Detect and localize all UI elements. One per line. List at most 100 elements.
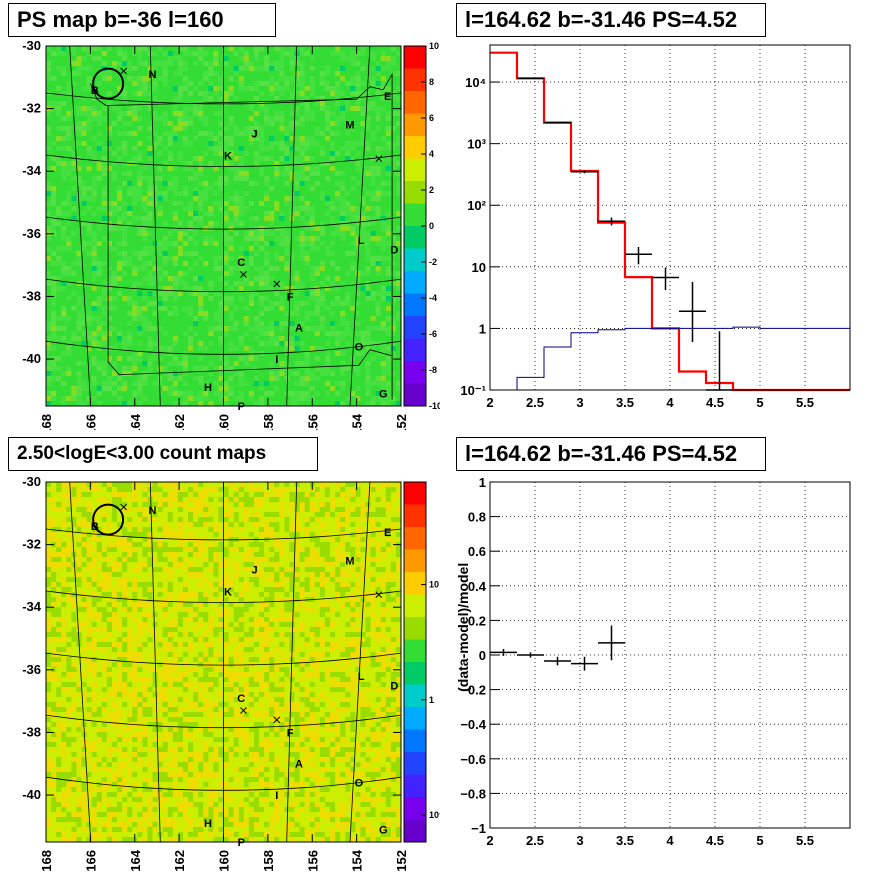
colorbar-segment xyxy=(404,504,426,528)
x-tick-label: 2 xyxy=(486,395,493,410)
x-tick-label: 152 xyxy=(394,850,409,872)
colorbar-tick-label: 10⁻¹ xyxy=(429,810,440,820)
source-label: L xyxy=(358,671,365,683)
colorbar-tick-label: 0 xyxy=(429,221,434,231)
colorbar-segment xyxy=(404,383,426,407)
colorbar-segment xyxy=(404,482,426,505)
grid-longitude-line xyxy=(286,481,298,843)
y-tick-label: -30 xyxy=(22,474,41,489)
source-label: B xyxy=(91,521,99,533)
source-label: K xyxy=(224,151,232,163)
cross-marker xyxy=(120,67,128,75)
ps-map-chart: N B E M J K L D C F A O I H G P 168 166 164 162 160 158 156 154… xyxy=(22,38,440,430)
colorbar-segment xyxy=(404,271,426,294)
count-map-chart: N B E M J K L D C F A O I H G P 168 166 164 162 160 158 156 154… xyxy=(22,474,440,872)
source-label: J xyxy=(252,129,258,141)
colorbar-segment xyxy=(404,572,426,595)
colorbar-segment xyxy=(404,181,426,204)
x-tick-label: 160 xyxy=(217,414,232,430)
y-tick-label: -30 xyxy=(22,38,41,53)
source-label: D xyxy=(390,680,398,692)
y-tick-label: 10 xyxy=(472,260,486,275)
grid-longitude-line xyxy=(286,45,298,407)
x-tick-label: 158 xyxy=(261,850,276,872)
colorbar-tick-label: 10 xyxy=(429,580,439,590)
colorbar-segment xyxy=(404,729,426,753)
y-tick-label: −0.8 xyxy=(460,786,486,801)
colorbar-tick-label: -10 xyxy=(429,401,440,411)
source-label: H xyxy=(204,818,212,830)
source-label: N xyxy=(149,505,157,517)
x-tick-label: 4.5 xyxy=(706,395,724,410)
y-axis-label: (data-model)/model xyxy=(455,563,471,692)
x-tick-label: 160 xyxy=(217,850,232,872)
source-label: O xyxy=(355,342,364,354)
x-tick-label: 154 xyxy=(350,413,365,430)
y-tick-label: -40 xyxy=(22,787,41,802)
x-tick-label: 162 xyxy=(172,850,187,872)
x-tick-label: 154 xyxy=(350,849,365,871)
colorbar-tick-label: 2 xyxy=(429,185,434,195)
colorbar-segment xyxy=(404,684,426,708)
source-label: A xyxy=(295,323,303,335)
colorbar-segment xyxy=(404,639,426,663)
source-label: H xyxy=(204,382,212,394)
colorbar-segment xyxy=(404,774,426,798)
x-tick-label: 5 xyxy=(756,395,763,410)
grid-longitude-line xyxy=(149,45,161,407)
source-label: E xyxy=(384,91,391,103)
cross-marker xyxy=(120,503,128,511)
colorbar-segment xyxy=(404,46,426,69)
colorbar-segment xyxy=(404,158,426,182)
x-tick-label: 156 xyxy=(305,414,320,430)
colorbar-tick-label: 10 xyxy=(429,41,439,51)
source-label: B xyxy=(91,85,99,97)
ps-map-title: PS map b=-36 l=160 xyxy=(8,3,276,37)
x-tick-label: 168 xyxy=(39,850,54,872)
x-tick-label: 156 xyxy=(305,850,320,872)
cross-marker xyxy=(240,271,247,278)
colorbar-segment xyxy=(404,707,426,730)
x-tick-label: 2.5 xyxy=(526,833,544,848)
source-label: I xyxy=(275,790,278,802)
colorbar-tick-label: -2 xyxy=(429,257,437,267)
x-tick-label: 2 xyxy=(486,833,493,848)
residual-chart: 2 2.5 3 3.5 4 4.5 5 5.5 1 0.8 0.6 0.4 0.2 0 −0.2 −0.4 −0… xyxy=(455,475,851,848)
coordinate-grid xyxy=(45,45,402,407)
model-background-step xyxy=(490,326,850,391)
colorbar-segment xyxy=(404,617,426,640)
y-tick-label: −0.2 xyxy=(460,683,486,698)
x-tick-label: 168 xyxy=(39,414,54,430)
source-circle xyxy=(92,67,125,100)
grid-longitude-line xyxy=(69,481,92,843)
source-label: C xyxy=(237,257,245,269)
x-tick-label: 3.5 xyxy=(616,833,634,848)
colorbar-segment xyxy=(404,594,426,618)
map-field xyxy=(46,46,402,407)
y-tick-label: -34 xyxy=(22,163,42,178)
x-tick-label: 166 xyxy=(83,414,98,430)
source-label: M xyxy=(345,119,354,131)
y-tick-label: 1 xyxy=(479,321,486,336)
x-tick-label: 4 xyxy=(666,833,674,848)
y-tick-label: -36 xyxy=(22,226,41,241)
x-tick-label: 5 xyxy=(756,833,763,848)
source-label: F xyxy=(287,727,294,739)
source-label: A xyxy=(295,759,303,771)
plot-frame xyxy=(489,44,851,391)
source-label: N xyxy=(149,69,157,81)
y-tick-label: 0.2 xyxy=(468,613,486,628)
y-tick-label: -38 xyxy=(22,724,41,739)
map-field xyxy=(46,482,402,843)
x-tick-label: 164 xyxy=(128,849,143,871)
y-tick-label: −0.6 xyxy=(460,752,486,767)
y-tick-label: -32 xyxy=(22,537,41,552)
colorbar-frame xyxy=(403,481,427,843)
colorbar-segment xyxy=(404,797,426,820)
spectrum-title: l=164.62 b=-31.46 PS=4.52 xyxy=(456,3,766,37)
source-label: M xyxy=(345,555,354,567)
x-tick-label: 3.5 xyxy=(616,395,634,410)
colorbar-segment xyxy=(404,527,426,550)
source-label: K xyxy=(224,587,232,599)
x-tick-label: 162 xyxy=(172,414,187,430)
